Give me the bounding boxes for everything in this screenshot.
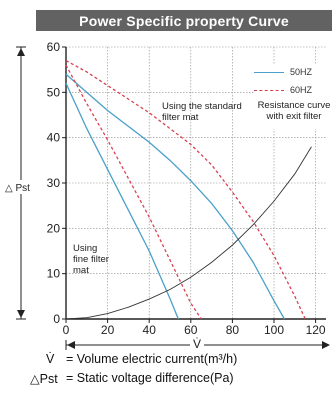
y-axis-label: △ Pst (5, 183, 30, 194)
x-label-background (190, 336, 204, 352)
y-dimension-arrow-down (17, 310, 25, 318)
definition-v-text: = Volume electric current(m³/h) (66, 352, 238, 366)
legend-label-50hz: 50HZ (290, 67, 313, 77)
x-tick-label-5: 100 (264, 323, 284, 337)
series-line-2 (65, 82, 179, 320)
x-dimension-arrow-left (67, 341, 75, 349)
series-line-3 (65, 64, 202, 320)
x-tick-label-6: 120 (306, 323, 326, 337)
x-tick-label-1: 20 (101, 323, 115, 337)
y-tick-label-2: 20 (47, 221, 61, 235)
x-dimension-arrow-right (322, 341, 330, 349)
definition-p-symbol: △Pst (30, 372, 58, 386)
y-tick-label-1: 10 (47, 267, 61, 281)
annotation-fine-filter: Using fine filter mat (73, 243, 109, 276)
chart-title: Power Specific property Curve (36, 10, 332, 31)
x-tick-label-3: 60 (184, 323, 198, 337)
y-tick-label-4: 40 (47, 131, 61, 145)
y-label-background (4, 180, 38, 194)
legend: 50HZ 60HZ Resistance curve with exit fil… (254, 64, 330, 129)
annotation-standard-filter: Using the standard filter mat (162, 101, 242, 123)
x-axis-label: V̇ (193, 337, 201, 351)
series-line-1 (65, 60, 306, 320)
x-tick-label-0: 0 (63, 323, 70, 337)
legend-label-60hz: 60HZ (290, 85, 313, 95)
legend-swatch-60hz (254, 89, 284, 91)
legend-item-50hz: 50HZ (254, 66, 312, 78)
x-tick-label-4: 80 (226, 323, 240, 337)
y-dimension-arrow-up (17, 48, 25, 56)
series-line-0 (65, 73, 285, 320)
y-tick-label-0: 0 (53, 312, 60, 326)
y-tick-label-3: 30 (47, 176, 61, 190)
definition-p-text: = Static voltage difference(Pa) (66, 371, 234, 385)
y-tick-label-6: 60 (47, 40, 61, 54)
y-tick-label-5: 50 (47, 85, 61, 99)
x-tick-label-2: 40 (143, 323, 157, 337)
legend-swatch-50hz (254, 71, 284, 73)
definition-v-symbol: V̇ (46, 352, 55, 366)
series-line-4 (65, 146, 312, 320)
legend-item-60hz: 60HZ (254, 84, 312, 96)
legend-label-resistance: Resistance curve with exit filter (257, 100, 331, 122)
